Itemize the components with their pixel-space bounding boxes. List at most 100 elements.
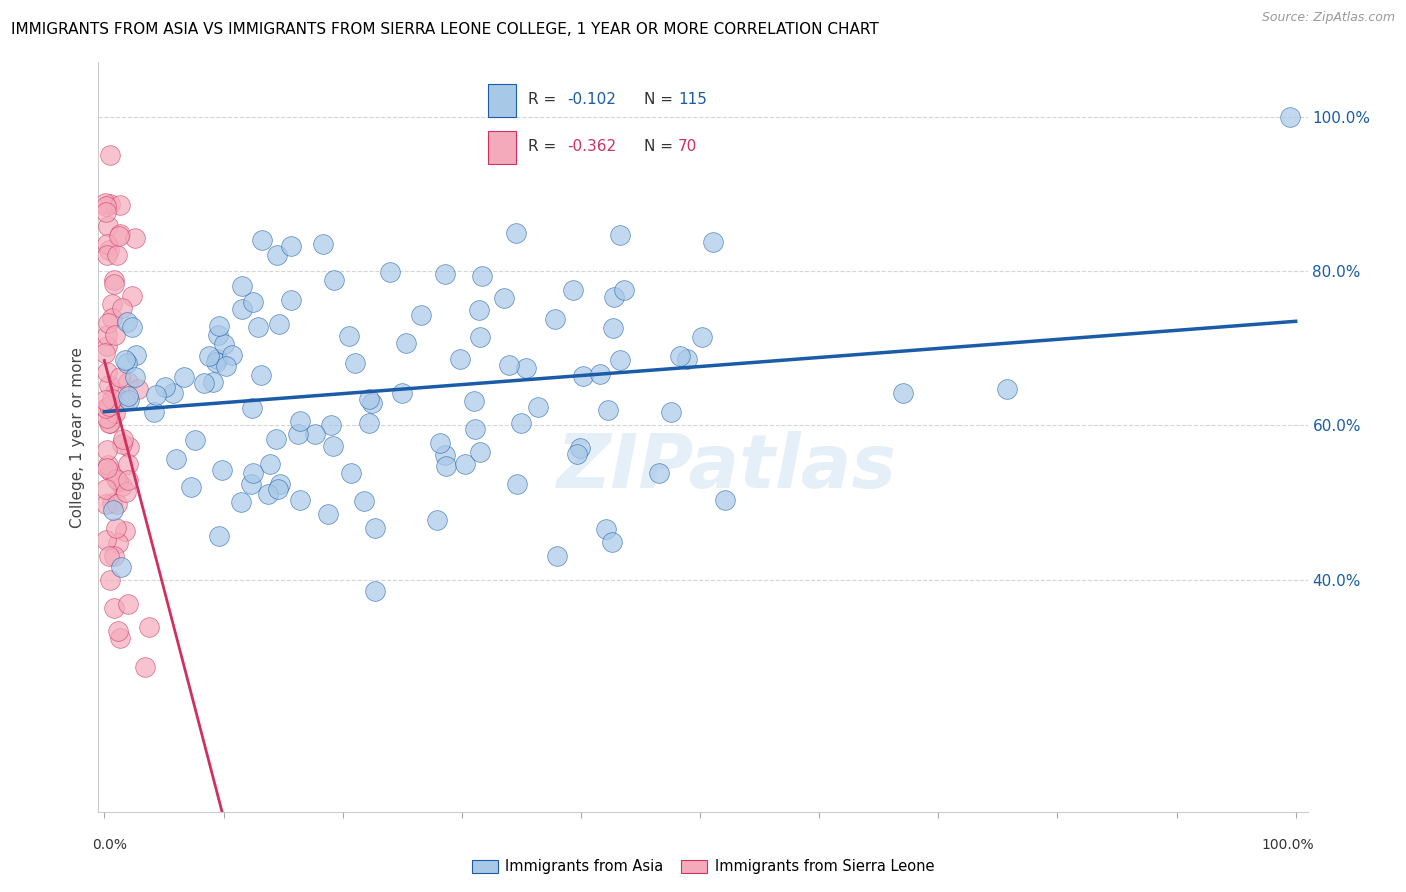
- Point: [595, 522, 617, 536]
- Point: [180, 480, 202, 494]
- Point: [96, 443, 118, 458]
- Point: [337, 328, 360, 343]
- Point: [173, 370, 195, 384]
- Point: [648, 466, 671, 480]
- Point: [434, 458, 457, 473]
- Point: [97, 316, 120, 330]
- Y-axis label: College, 1 year or more: College, 1 year or more: [70, 347, 86, 527]
- Point: [353, 494, 375, 508]
- Point: [105, 248, 128, 262]
- Point: [104, 328, 127, 343]
- Point: [96, 497, 118, 511]
- Point: [114, 352, 136, 367]
- Point: [449, 351, 471, 366]
- Point: [94, 401, 117, 415]
- Point: [165, 451, 187, 466]
- Point: [107, 624, 129, 638]
- Point: [290, 414, 312, 428]
- Point: [464, 422, 486, 436]
- Point: [96, 483, 118, 497]
- Point: [470, 330, 492, 344]
- Point: [426, 513, 449, 527]
- Point: [395, 335, 418, 350]
- Point: [266, 248, 288, 262]
- Point: [290, 493, 312, 508]
- Point: [111, 301, 134, 315]
- Point: [153, 380, 176, 394]
- Point: [280, 239, 302, 253]
- Point: [318, 507, 340, 521]
- Point: [214, 337, 236, 351]
- Point: [454, 457, 477, 471]
- Point: [494, 291, 516, 305]
- Point: [94, 205, 117, 219]
- Point: [211, 463, 233, 477]
- Point: [205, 351, 228, 366]
- Point: [97, 458, 120, 473]
- Point: [702, 235, 724, 250]
- Point: [121, 319, 143, 334]
- Point: [107, 229, 129, 244]
- Point: [103, 502, 125, 516]
- Point: [434, 267, 457, 281]
- Point: [498, 358, 520, 372]
- Point: [240, 477, 263, 491]
- Point: [94, 393, 117, 408]
- Point: [184, 433, 207, 447]
- Point: [561, 283, 583, 297]
- Point: [98, 148, 121, 162]
- Point: [127, 382, 149, 396]
- Point: [98, 399, 121, 413]
- Point: [97, 378, 120, 392]
- Point: [364, 521, 387, 535]
- Point: [96, 411, 118, 425]
- Point: [107, 474, 129, 488]
- Point: [609, 352, 631, 367]
- Point: [134, 660, 156, 674]
- Point: [105, 497, 128, 511]
- Point: [229, 495, 252, 509]
- Point: [1278, 110, 1301, 124]
- Point: [468, 444, 491, 458]
- Point: [207, 319, 229, 334]
- Point: [280, 293, 302, 308]
- Point: [103, 277, 125, 291]
- Point: [98, 573, 121, 587]
- Point: [391, 385, 413, 400]
- Point: [357, 416, 380, 430]
- Point: [110, 479, 132, 493]
- Point: [114, 394, 136, 409]
- Point: [603, 290, 626, 304]
- Point: [242, 466, 264, 480]
- Point: [714, 492, 737, 507]
- Point: [143, 405, 166, 419]
- Point: [659, 405, 682, 419]
- Point: [598, 403, 620, 417]
- Point: [96, 365, 118, 379]
- Point: [215, 359, 238, 373]
- Point: [571, 368, 593, 383]
- Text: ZIPatlas: ZIPatlas: [557, 431, 897, 504]
- Point: [468, 302, 491, 317]
- Point: [568, 441, 591, 455]
- Point: [97, 549, 120, 564]
- Point: [114, 524, 136, 538]
- Point: [100, 392, 122, 407]
- Point: [138, 620, 160, 634]
- Point: [208, 528, 231, 542]
- Point: [145, 388, 167, 402]
- Text: IMMIGRANTS FROM ASIA VS IMMIGRANTS FROM SIERRA LEONE COLLEGE, 1 YEAR OR MORE COR: IMMIGRANTS FROM ASIA VS IMMIGRANTS FROM …: [11, 22, 879, 37]
- Point: [96, 461, 118, 475]
- Point: [250, 368, 273, 383]
- Point: [433, 448, 456, 462]
- Point: [505, 226, 527, 240]
- Point: [110, 227, 132, 241]
- Point: [231, 301, 253, 316]
- Point: [97, 219, 120, 233]
- Point: [96, 339, 118, 353]
- Point: [343, 356, 366, 370]
- Point: [364, 584, 387, 599]
- Point: [103, 601, 125, 615]
- Point: [124, 370, 146, 384]
- Point: [463, 394, 485, 409]
